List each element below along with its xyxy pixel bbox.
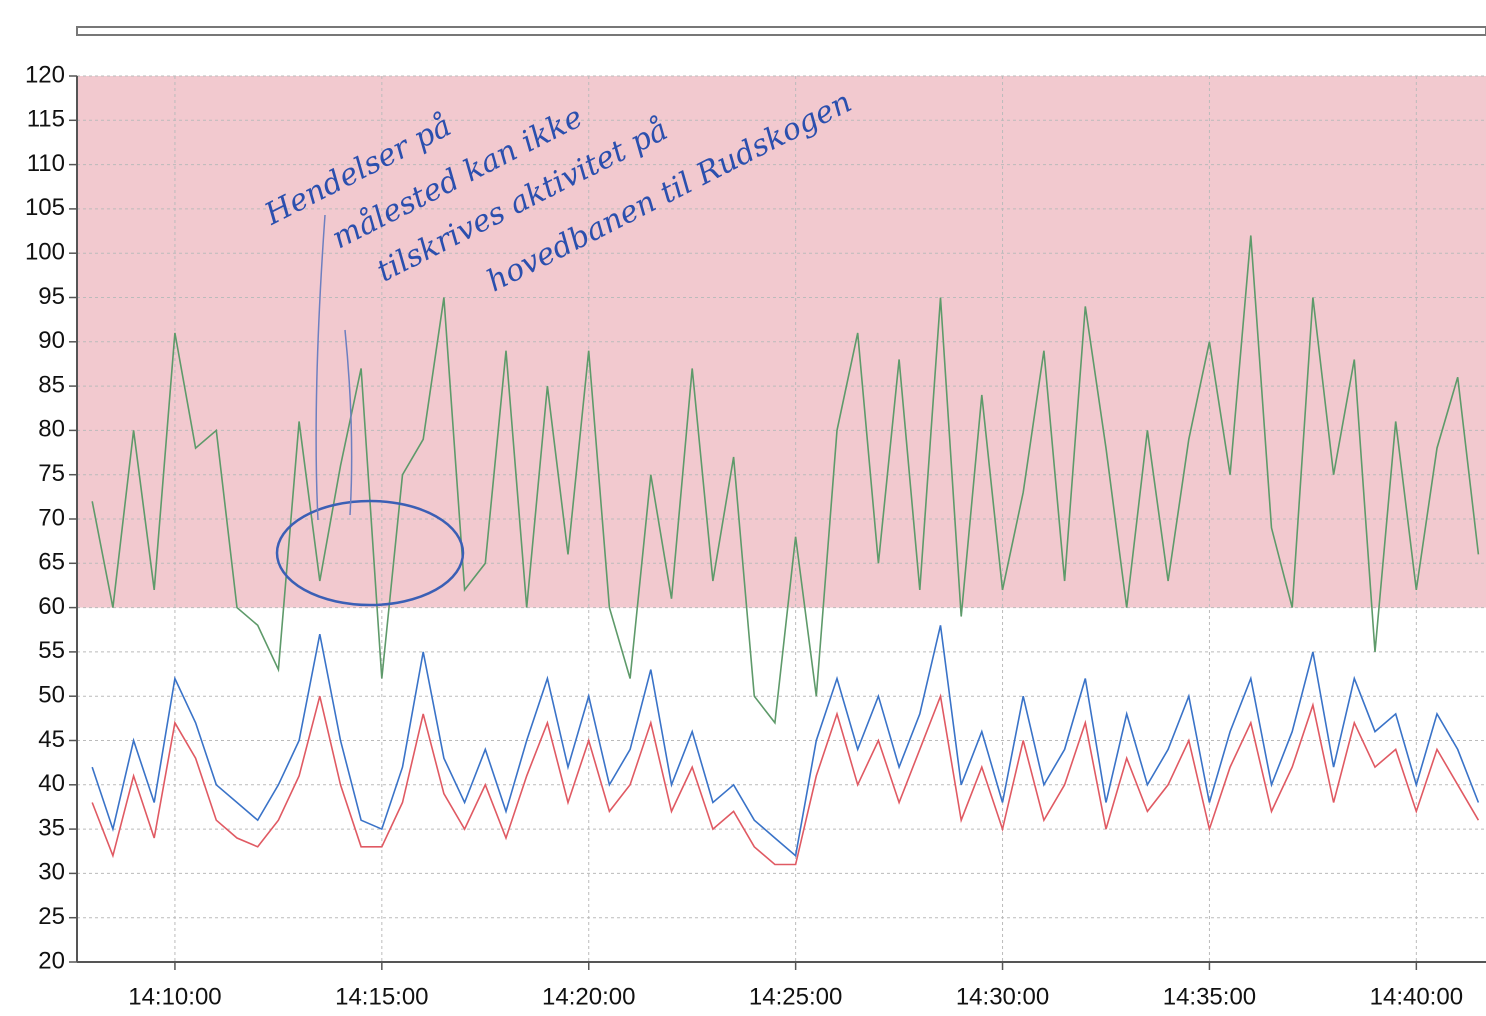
data-line [91,235,1480,725]
y-tick-label: 65 [38,549,65,576]
y-tick-label: 50 [38,682,65,709]
y-tick-label: 75 [38,460,65,487]
y-tick-label: 30 [38,859,65,886]
data-line [91,693,1480,866]
plot-area [77,75,1486,963]
x-tick-label: 14:35:00 [1163,983,1256,1010]
y-tick-label: 110 [27,150,65,177]
top-frame [76,26,1486,36]
circle-annotation [275,499,465,607]
y-tick-label: 95 [38,283,65,310]
y-tick-label: 55 [38,637,65,664]
x-tick-label: 14:30:00 [956,983,1049,1010]
x-tick-label: 14:10:00 [128,983,221,1010]
y-tick-label: 25 [38,903,65,930]
y-tick-label: 70 [38,504,65,531]
y-tick-label: 60 [38,593,65,620]
y-tick-label: 40 [38,770,65,797]
y-tick-label: 90 [38,327,65,354]
x-tick-label: 14:20:00 [542,983,635,1010]
x-tick-label: 14:25:00 [749,983,842,1010]
x-tick-label: 14:15:00 [335,983,428,1010]
y-tick-label: 105 [25,194,65,221]
y-tick-label: 120 [25,61,65,88]
x-tick-label: 14:40:00 [1370,983,1463,1010]
y-tick-label: 20 [38,947,65,974]
y-tick-label: 35 [38,814,65,841]
y-tick-label: 85 [38,371,65,398]
y-tick-label: 100 [25,239,65,266]
y-tick-label: 115 [27,106,65,133]
data-line [91,625,1480,858]
pointer-line [315,214,326,521]
y-tick-label: 80 [38,416,65,443]
y-tick-label: 45 [38,726,65,753]
pointer-line [344,329,353,516]
